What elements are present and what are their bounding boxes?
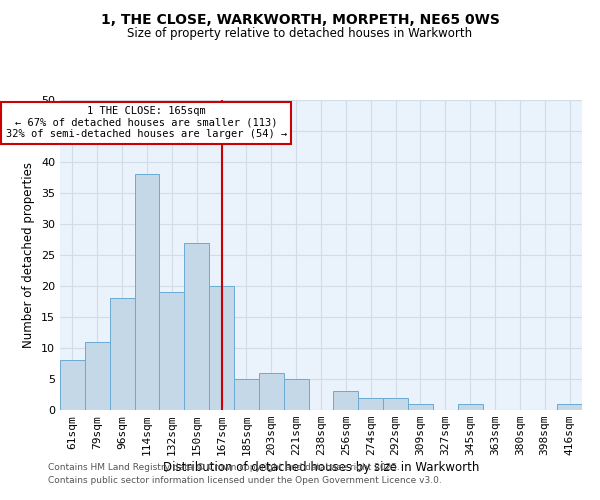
Bar (259, 373, 284, 410)
Bar (60, 360, 85, 410)
X-axis label: Distribution of detached houses by size in Warkworth: Distribution of detached houses by size … (163, 461, 479, 474)
Bar (85, 342, 110, 410)
Bar (557, 404, 582, 410)
Bar (383, 398, 408, 410)
Text: Contains HM Land Registry data © Crown copyright and database right 2025.: Contains HM Land Registry data © Crown c… (48, 464, 400, 472)
Text: 1, THE CLOSE, WARKWORTH, MORPETH, NE65 0WS: 1, THE CLOSE, WARKWORTH, MORPETH, NE65 0… (101, 12, 499, 26)
Text: 1 THE CLOSE: 165sqm
← 67% of detached houses are smaller (113)
32% of semi-detac: 1 THE CLOSE: 165sqm ← 67% of detached ho… (5, 106, 287, 140)
Text: Size of property relative to detached houses in Warkworth: Size of property relative to detached ho… (127, 28, 473, 40)
Y-axis label: Number of detached properties: Number of detached properties (22, 162, 35, 348)
Bar (184, 242, 209, 410)
Bar (160, 292, 184, 410)
Bar (358, 398, 383, 410)
Bar (458, 404, 482, 410)
Bar (334, 392, 358, 410)
Bar (134, 174, 160, 410)
Bar (408, 404, 433, 410)
Bar (209, 286, 234, 410)
Text: Contains public sector information licensed under the Open Government Licence v3: Contains public sector information licen… (48, 476, 442, 485)
Bar (110, 298, 134, 410)
Bar (284, 379, 308, 410)
Bar (234, 379, 259, 410)
